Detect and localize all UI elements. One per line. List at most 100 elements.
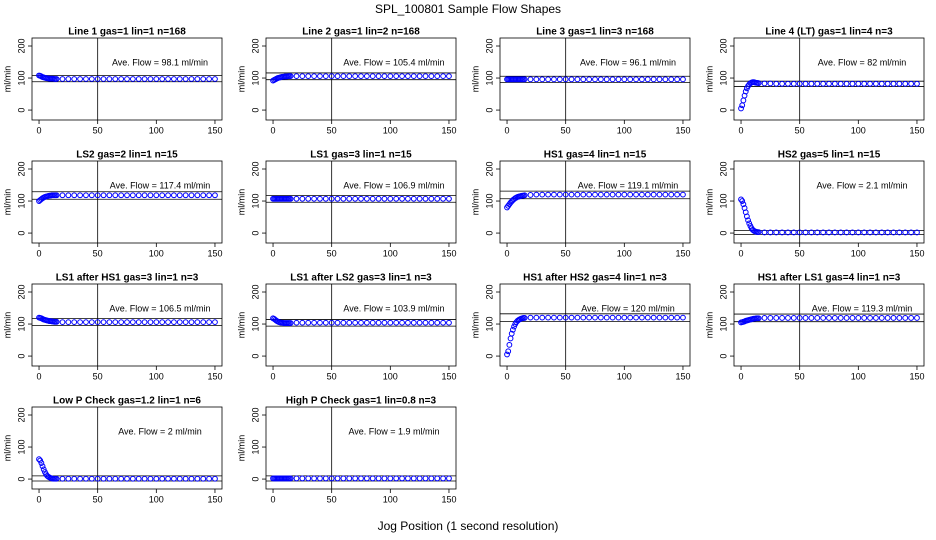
data-point bbox=[738, 105, 744, 112]
data-point bbox=[147, 319, 154, 326]
data-point bbox=[908, 229, 914, 236]
panel-title: Line 3 gas=1 lin=3 n=168 bbox=[536, 27, 654, 38]
panel-title: High P Check gas=1 lin=0.8 n=3 bbox=[286, 396, 437, 407]
data-point bbox=[662, 76, 669, 83]
y-axis-label: ml/min bbox=[704, 312, 714, 339]
x-tick-label: 0 bbox=[37, 371, 42, 381]
data-point bbox=[755, 315, 762, 322]
data-point bbox=[317, 73, 323, 80]
data-point bbox=[188, 319, 195, 326]
data-point bbox=[287, 73, 294, 80]
data-point bbox=[785, 80, 791, 87]
annotation: Ave. Flow = 82 ml/min bbox=[818, 57, 907, 67]
data-point bbox=[740, 97, 747, 104]
y-tick-label: 100 bbox=[484, 71, 494, 86]
y-tick-label: 0 bbox=[250, 354, 260, 359]
y-tick-label: 100 bbox=[16, 71, 26, 86]
data-point bbox=[521, 76, 528, 83]
data-point bbox=[551, 191, 557, 198]
y-tick-label: 100 bbox=[16, 317, 26, 332]
data-point bbox=[299, 73, 306, 80]
y-tick-label: 200 bbox=[484, 38, 494, 53]
data-point bbox=[129, 475, 136, 482]
x-tick-label: 0 bbox=[37, 248, 42, 258]
data-point bbox=[802, 315, 809, 321]
data-point bbox=[446, 195, 452, 202]
data-point bbox=[59, 192, 66, 199]
data-point bbox=[656, 314, 663, 321]
data-point bbox=[77, 319, 83, 326]
data-point bbox=[311, 73, 317, 80]
data-point bbox=[369, 475, 376, 482]
data-point bbox=[562, 314, 569, 321]
data-point bbox=[855, 229, 862, 236]
data-point bbox=[644, 76, 651, 83]
data-point bbox=[621, 314, 628, 321]
panel-title: LS1 after LS2 gas=3 lin=1 n=3 bbox=[290, 273, 432, 284]
data-point bbox=[422, 73, 429, 80]
data-point bbox=[556, 76, 563, 83]
data-point bbox=[580, 191, 587, 198]
data-point bbox=[59, 76, 66, 82]
x-tick-label: 150 bbox=[441, 494, 456, 504]
y-tick-label: 100 bbox=[250, 317, 260, 332]
data-point bbox=[680, 76, 686, 83]
data-point bbox=[849, 315, 856, 321]
data-point bbox=[650, 76, 657, 83]
data-point bbox=[334, 195, 341, 202]
data-point bbox=[83, 319, 89, 326]
data-point bbox=[873, 229, 879, 236]
data-point bbox=[506, 341, 513, 348]
data-point bbox=[118, 76, 125, 82]
data-point bbox=[200, 475, 207, 482]
data-point bbox=[363, 73, 370, 80]
x-tick-label: 150 bbox=[441, 248, 456, 258]
data-point bbox=[914, 315, 920, 321]
data-point bbox=[739, 198, 746, 204]
data-point bbox=[446, 475, 452, 482]
data-point bbox=[755, 229, 762, 236]
data-point bbox=[124, 475, 130, 482]
data-point bbox=[165, 76, 171, 82]
data-point bbox=[100, 76, 107, 82]
data-point bbox=[322, 475, 329, 482]
panel-title: LS2 gas=2 lin=1 n=15 bbox=[76, 150, 178, 161]
plot-frame bbox=[265, 283, 457, 367]
data-point bbox=[428, 195, 435, 202]
data-point bbox=[650, 314, 657, 321]
data-point bbox=[182, 475, 189, 482]
data-point bbox=[293, 475, 300, 482]
data-point bbox=[562, 191, 569, 198]
data-point bbox=[633, 76, 639, 83]
data-point bbox=[328, 73, 335, 80]
data-point bbox=[914, 80, 920, 87]
data-point bbox=[182, 319, 189, 326]
panel-title: LS1 gas=3 lin=1 n=15 bbox=[310, 150, 412, 161]
data-point bbox=[674, 314, 680, 321]
data-point bbox=[334, 475, 341, 482]
data-point bbox=[507, 335, 514, 342]
x-tick-label: 0 bbox=[37, 494, 42, 504]
data-point bbox=[363, 319, 370, 326]
data-point bbox=[533, 76, 540, 83]
annotation: Ave. Flow = 103.9 ml/min bbox=[343, 303, 444, 313]
data-point bbox=[171, 192, 177, 199]
data-point bbox=[586, 314, 593, 321]
data-point bbox=[124, 192, 130, 199]
data-point bbox=[440, 195, 446, 202]
data-point bbox=[615, 191, 622, 198]
y-axis-label: ml/min bbox=[236, 312, 246, 339]
data-point bbox=[118, 475, 125, 482]
data-point bbox=[176, 475, 183, 482]
data-point bbox=[393, 475, 400, 482]
x-tick-label: 150 bbox=[207, 248, 222, 258]
panel-title: LS1 after HS1 gas=3 lin=1 n=3 bbox=[56, 273, 199, 284]
plot-frame bbox=[499, 160, 691, 244]
x-tick-label: 0 bbox=[271, 371, 276, 381]
data-point bbox=[539, 191, 546, 198]
data-point bbox=[106, 319, 113, 326]
x-tick-label: 150 bbox=[675, 248, 690, 258]
data-point bbox=[896, 229, 903, 236]
data-point bbox=[399, 73, 405, 80]
data-point bbox=[755, 80, 762, 87]
